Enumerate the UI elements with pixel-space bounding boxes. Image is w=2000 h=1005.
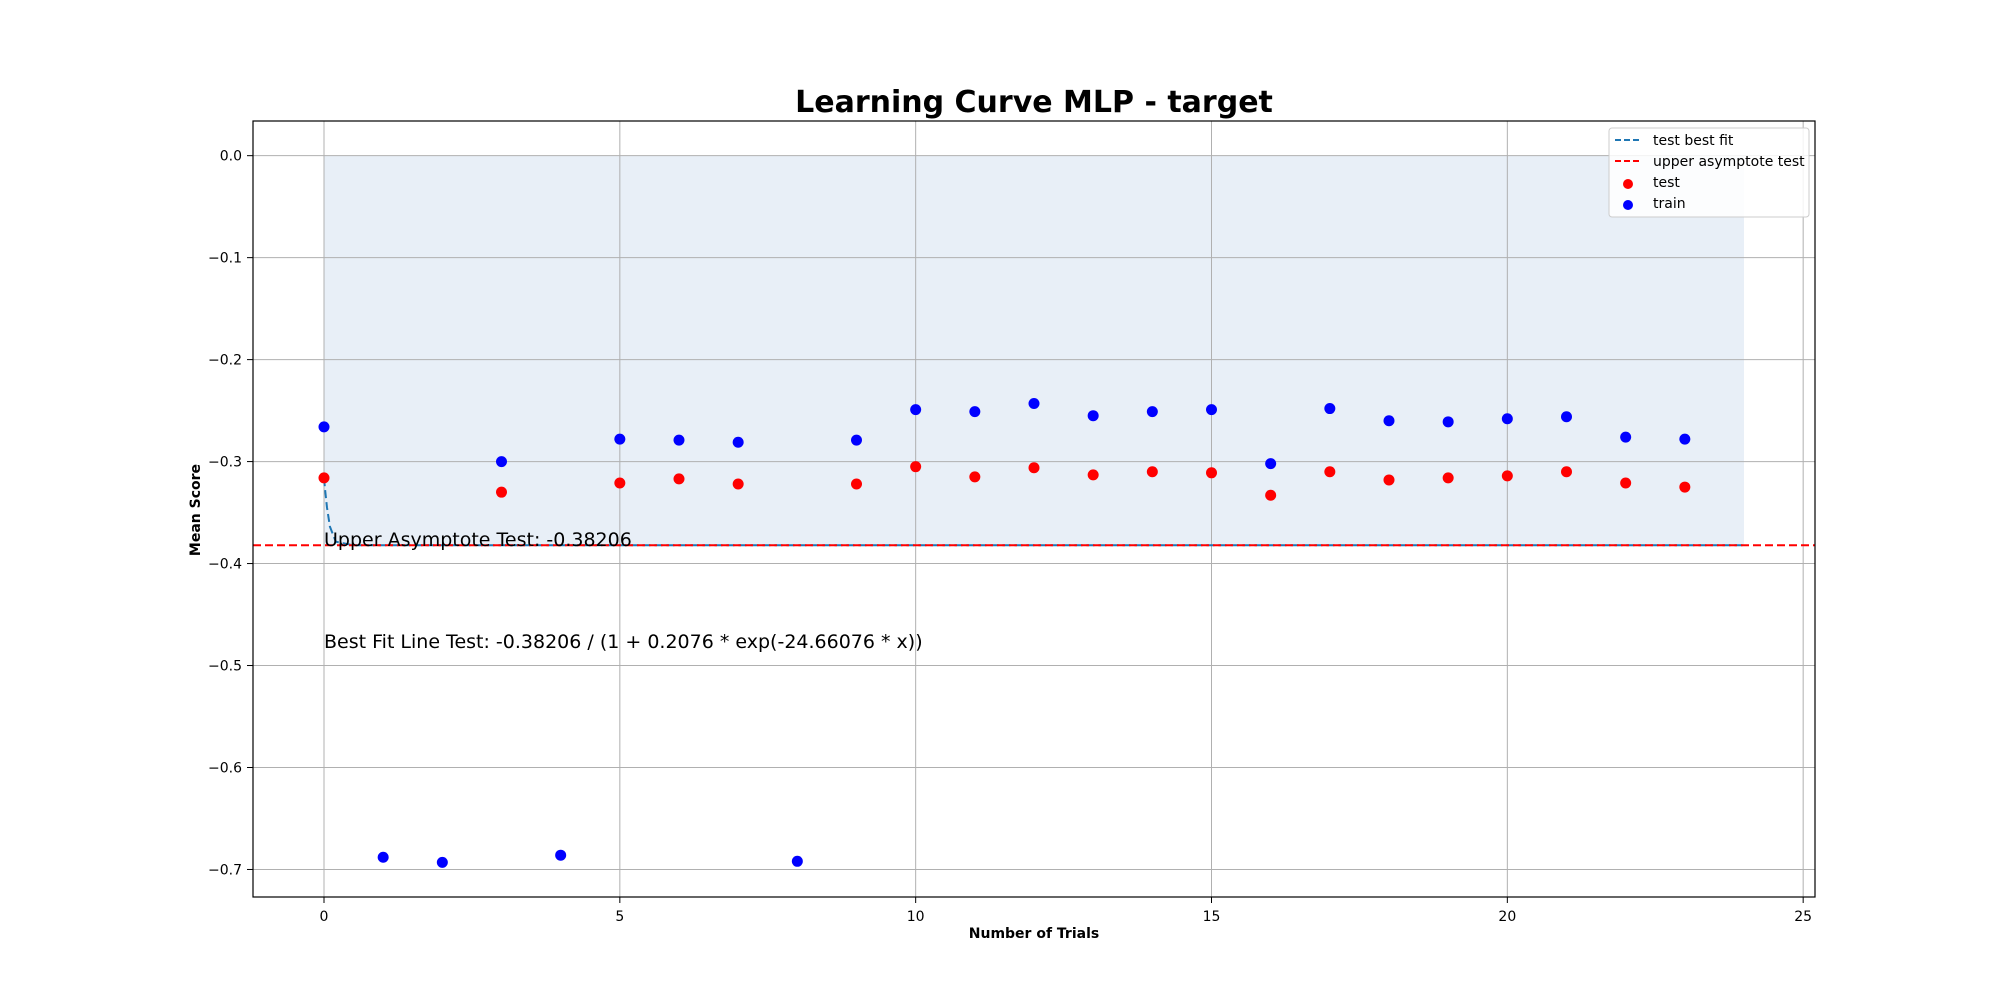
train-point <box>1265 458 1277 470</box>
legend-label: upper asymptote test <box>1653 154 1805 170</box>
train-point <box>851 434 862 446</box>
train-point <box>1087 410 1099 422</box>
x-tick-label: 15 <box>1203 909 1221 925</box>
train-point <box>614 433 626 445</box>
legend-dot-swatch <box>1623 179 1633 189</box>
train-point <box>1442 416 1454 428</box>
test-point <box>1442 472 1454 484</box>
legend-label: test best fit <box>1653 133 1734 149</box>
legend-label: train <box>1653 196 1686 212</box>
train-point <box>1620 431 1632 443</box>
test-point <box>1265 489 1277 501</box>
x-tick-label: 25 <box>1794 909 1812 925</box>
train-point <box>496 456 507 468</box>
train-point <box>1146 406 1158 418</box>
train-point <box>318 421 330 433</box>
test-point <box>1620 477 1632 489</box>
best-fit-annotation: Best Fit Line Test: -0.38206 / (1 + 0.20… <box>324 631 923 653</box>
plot-area: 0 5 10 15 20 25 0.0 −0.1 −0.2 −0.3 −0.4 −0.5 −0.6 −0.… <box>208 120 1816 925</box>
y-tick-label: 0.0 <box>220 149 242 165</box>
train-point <box>1383 415 1395 427</box>
test-point <box>673 473 685 485</box>
x-axis-label: Number of Trials <box>969 926 1099 942</box>
test-point <box>910 461 922 473</box>
test-point <box>318 472 330 484</box>
y-tick-label: −0.5 <box>208 659 242 675</box>
test-point <box>1206 467 1217 479</box>
test-point <box>1028 462 1040 474</box>
test-point <box>1679 481 1691 493</box>
x-tick-label: 20 <box>1498 909 1516 925</box>
y-tick-label: −0.4 <box>208 557 242 573</box>
asymptote-annotation: Upper Asymptote Test: -0.38206 <box>324 529 632 551</box>
train-point <box>1561 411 1572 423</box>
test-point <box>496 486 507 498</box>
train-point <box>1501 413 1513 425</box>
test-point <box>1383 474 1395 486</box>
test-point <box>1324 466 1336 478</box>
best-fit-line <box>323 478 1744 547</box>
y-axis-label: Mean Score <box>188 464 204 556</box>
y-tick-label: −0.2 <box>208 353 242 369</box>
train-point <box>910 404 922 416</box>
train-point <box>732 436 744 448</box>
chart-title: Learning Curve MLP - target <box>795 85 1273 120</box>
train-point <box>377 851 389 863</box>
test-point <box>1501 470 1513 482</box>
train-point <box>436 856 448 868</box>
y-tick-label: −0.6 <box>208 760 242 776</box>
train-point <box>1679 433 1691 445</box>
test-point <box>1561 466 1572 478</box>
legend-box <box>1608 127 1810 218</box>
y-tick-label: −0.3 <box>208 455 242 471</box>
x-tick-label: 0 <box>320 909 329 925</box>
legend-dot-swatch <box>1623 200 1633 210</box>
legend: test best fit upper asymptote test test tra… <box>1608 127 1810 218</box>
train-point <box>555 849 567 861</box>
test-point <box>851 478 862 490</box>
y-tick-label: −0.1 <box>208 251 242 267</box>
shaded-region <box>324 155 1744 546</box>
train-point <box>969 406 981 418</box>
legend-label: test <box>1653 175 1680 191</box>
test-point <box>614 477 626 489</box>
axes-frame <box>252 120 1816 898</box>
test-point <box>732 478 744 490</box>
x-tick-label: 5 <box>615 909 624 925</box>
train-point <box>791 855 803 867</box>
test-point <box>969 471 981 483</box>
x-tick-label: 10 <box>907 909 925 925</box>
y-tick-label: −0.7 <box>208 862 242 878</box>
test-point <box>1087 469 1099 481</box>
train-point <box>1324 403 1336 415</box>
train-point <box>1206 404 1217 416</box>
test-point <box>1146 466 1158 478</box>
train-point <box>673 434 685 446</box>
train-point <box>1028 397 1040 409</box>
